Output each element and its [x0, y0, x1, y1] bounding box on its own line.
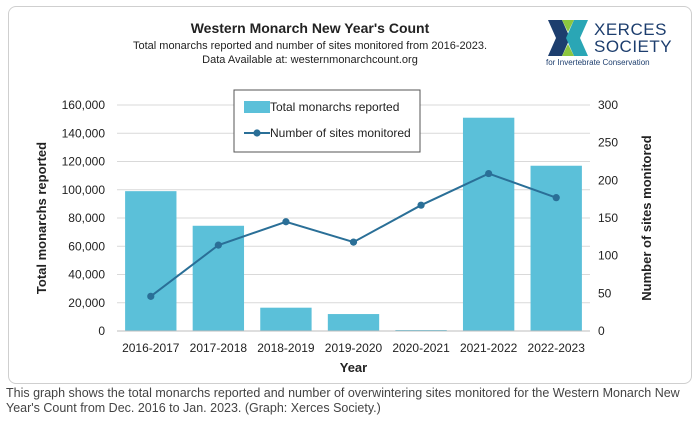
x-tick-label: 2020-2021	[392, 341, 450, 355]
y2-tick-label: 50	[598, 286, 612, 300]
y-tick-label: 80,000	[68, 211, 105, 225]
chart-subtitle: Total monarchs reported and number of si…	[132, 40, 488, 52]
y2-tick-label: 300	[598, 98, 618, 112]
y-tick-label: 60,000	[68, 239, 105, 253]
legend-swatch-bars	[244, 101, 270, 113]
y-tick-label: 40,000	[68, 268, 105, 282]
x-tick-label: 2019-2020	[325, 341, 383, 355]
y2-tick-label: 200	[598, 173, 618, 187]
x-tick-label: 2021-2022	[460, 341, 518, 355]
line-point	[349, 238, 358, 246]
bar	[260, 307, 312, 331]
logo-word-xerces: XERCES	[594, 20, 667, 39]
legend-label-bars: Total monarchs reported	[270, 100, 399, 114]
line-point	[147, 292, 155, 300]
bar	[530, 165, 582, 331]
line-point	[485, 169, 493, 178]
line-point	[552, 194, 560, 202]
chart-title: Western Monarch New Year's Count	[190, 20, 430, 36]
data-source-note: Data Available at: westernmonarchcount.o…	[202, 54, 418, 66]
x-tick-label: 2018-2019	[257, 341, 315, 355]
y-tick-label: 100,000	[62, 183, 106, 197]
legend-label-line: Number of sites monitored	[270, 126, 411, 140]
x-tick-label: 2016-2017	[122, 341, 180, 355]
line-point	[214, 241, 222, 249]
y2-axis-title: Number of sites monitored	[639, 135, 654, 300]
bar	[125, 191, 177, 331]
legend-swatch-marker	[253, 129, 261, 137]
xerces-logo: XERCES SOCIETY for Invertebrate Conserva…	[546, 18, 686, 74]
y-tick-label: 160,000	[62, 98, 106, 112]
bar	[327, 314, 380, 331]
y-tick-label: 120,000	[62, 155, 106, 169]
y2-tick-label: 250	[598, 136, 618, 150]
combo-chart: 0 20,000 40,000 60,000 80,000 100,000 120,000 1…	[34, 89, 654, 375]
xerces-logo-mark-icon	[548, 20, 588, 56]
y-tick-label: 20,000	[68, 296, 105, 310]
x-tick-label: 2017-2018	[190, 341, 248, 355]
line-point	[282, 218, 290, 226]
line-point	[417, 201, 425, 209]
y2-tick-label: 100	[598, 249, 618, 263]
logo-tagline: for Invertebrate Conservation	[546, 58, 650, 67]
y-tick-label: 0	[98, 324, 105, 338]
logo-word-society: SOCIETY	[594, 37, 673, 56]
figure-caption: This graph shows the total monarchs repo…	[6, 386, 680, 415]
y-tick-label: 140,000	[62, 126, 106, 140]
x-tick-label: 2022-2023	[528, 341, 586, 355]
legend-box	[233, 89, 421, 153]
y2-tick-label: 0	[598, 324, 605, 338]
y-axis-title: Total monarchs reported	[34, 142, 49, 294]
x-axis-title: Year	[340, 360, 367, 375]
y2-tick-label: 150	[598, 211, 618, 225]
bar	[462, 117, 515, 332]
